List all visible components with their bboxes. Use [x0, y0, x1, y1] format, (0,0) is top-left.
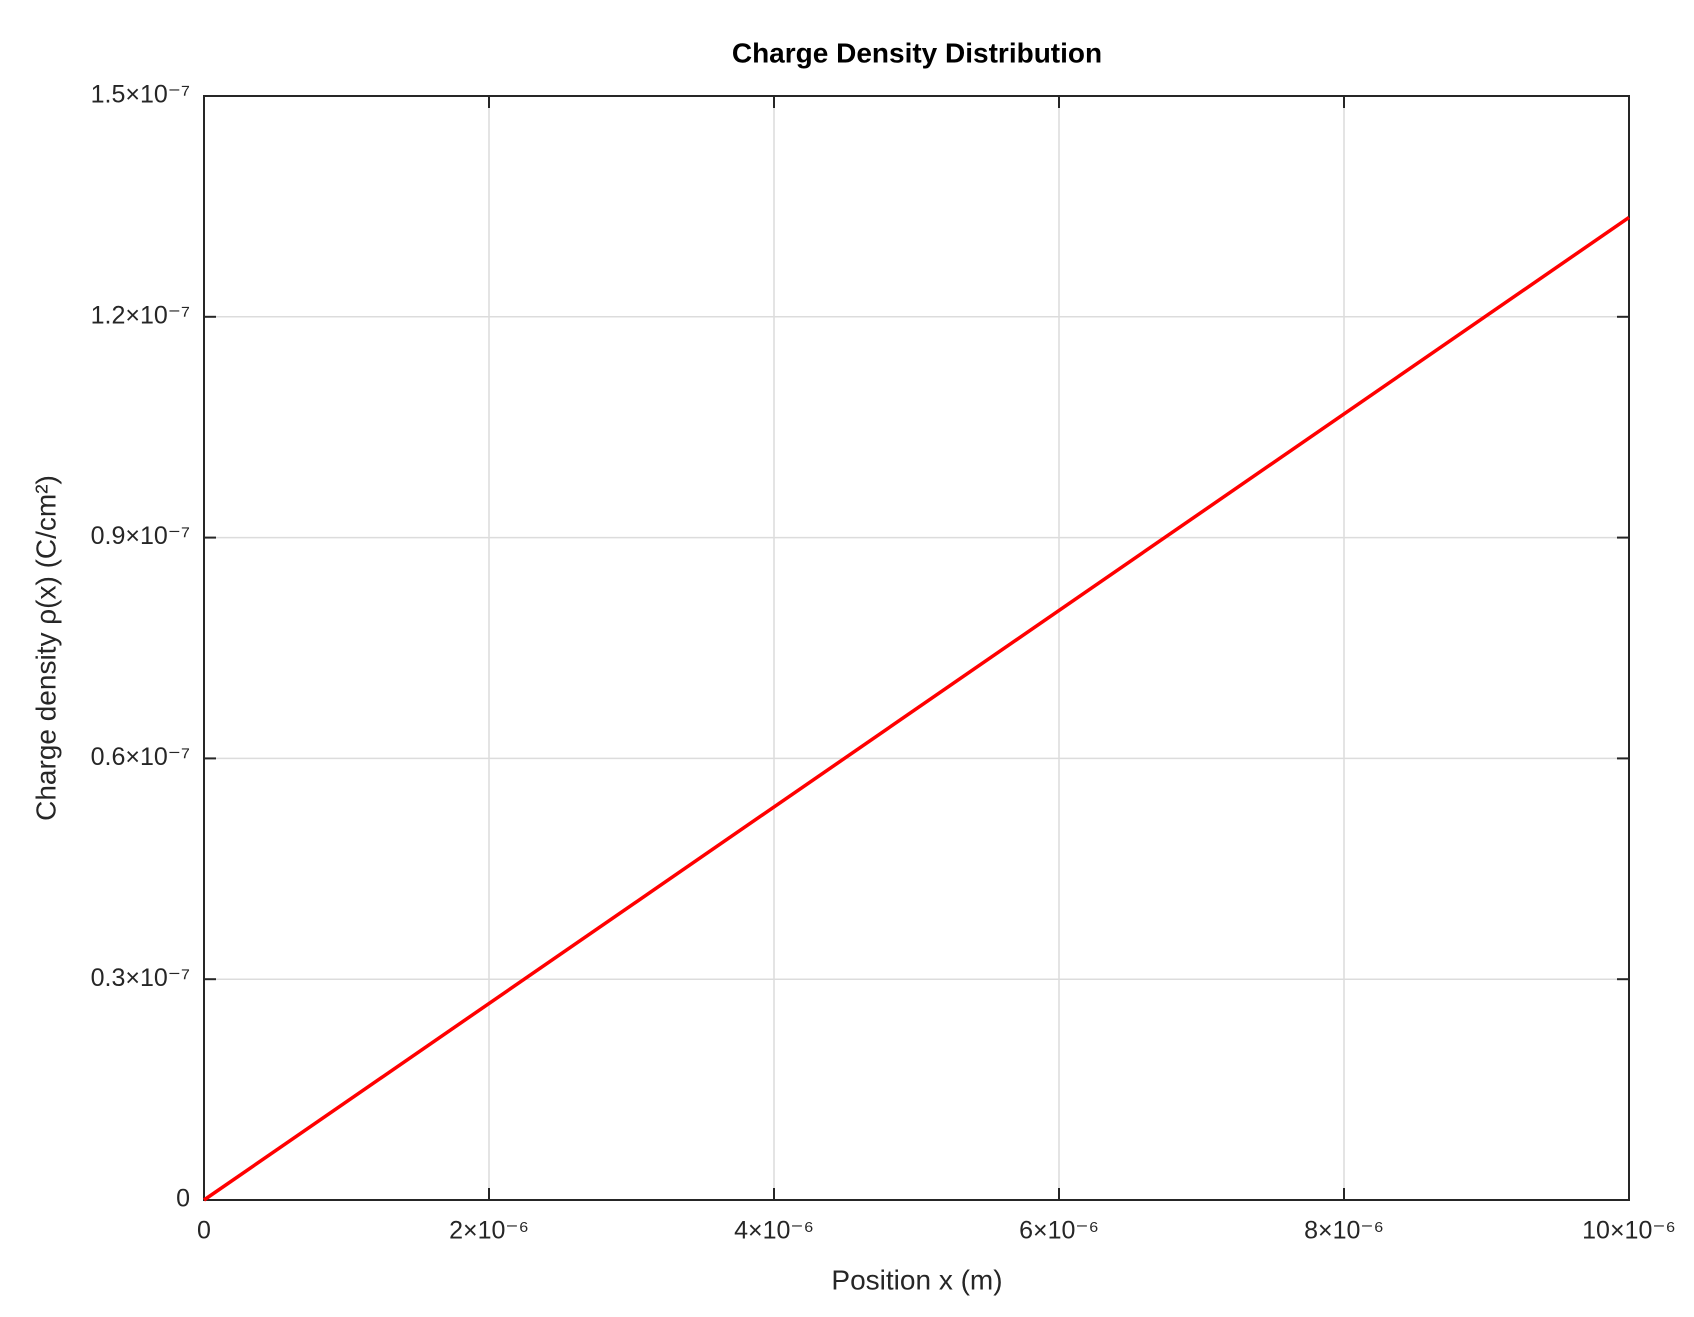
y-tick-label: 0.9×10⁻⁷ — [91, 522, 190, 550]
y-tick-label: 0.6×10⁻⁷ — [91, 743, 190, 771]
plot-frame — [203, 95, 1630, 1201]
x-tick-label: 10×10⁻⁶ — [1582, 1217, 1676, 1245]
chart-title: Charge Density Distribution — [732, 37, 1102, 68]
y-tick-label: 1.2×10⁻⁷ — [91, 301, 190, 329]
x-tick-label: 6×10⁻⁶ — [1019, 1217, 1099, 1245]
data-line — [203, 215, 1630, 1202]
x-axis-label: Position x (m) — [831, 1264, 1002, 1295]
x-tick-label: 2×10⁻⁶ — [449, 1217, 529, 1245]
x-tick-label: 0 — [197, 1217, 211, 1245]
y-tick-label: 0 — [176, 1185, 190, 1213]
x-tick-label: 4×10⁻⁶ — [734, 1217, 814, 1245]
y-tick-label: 1.5×10⁻⁷ — [91, 81, 190, 109]
y-axis-label: Charge density ρ(x) (C/cm²) — [30, 475, 61, 821]
x-tick-label: 8×10⁻⁶ — [1304, 1217, 1384, 1245]
y-tick-label: 0.3×10⁻⁷ — [91, 964, 190, 992]
